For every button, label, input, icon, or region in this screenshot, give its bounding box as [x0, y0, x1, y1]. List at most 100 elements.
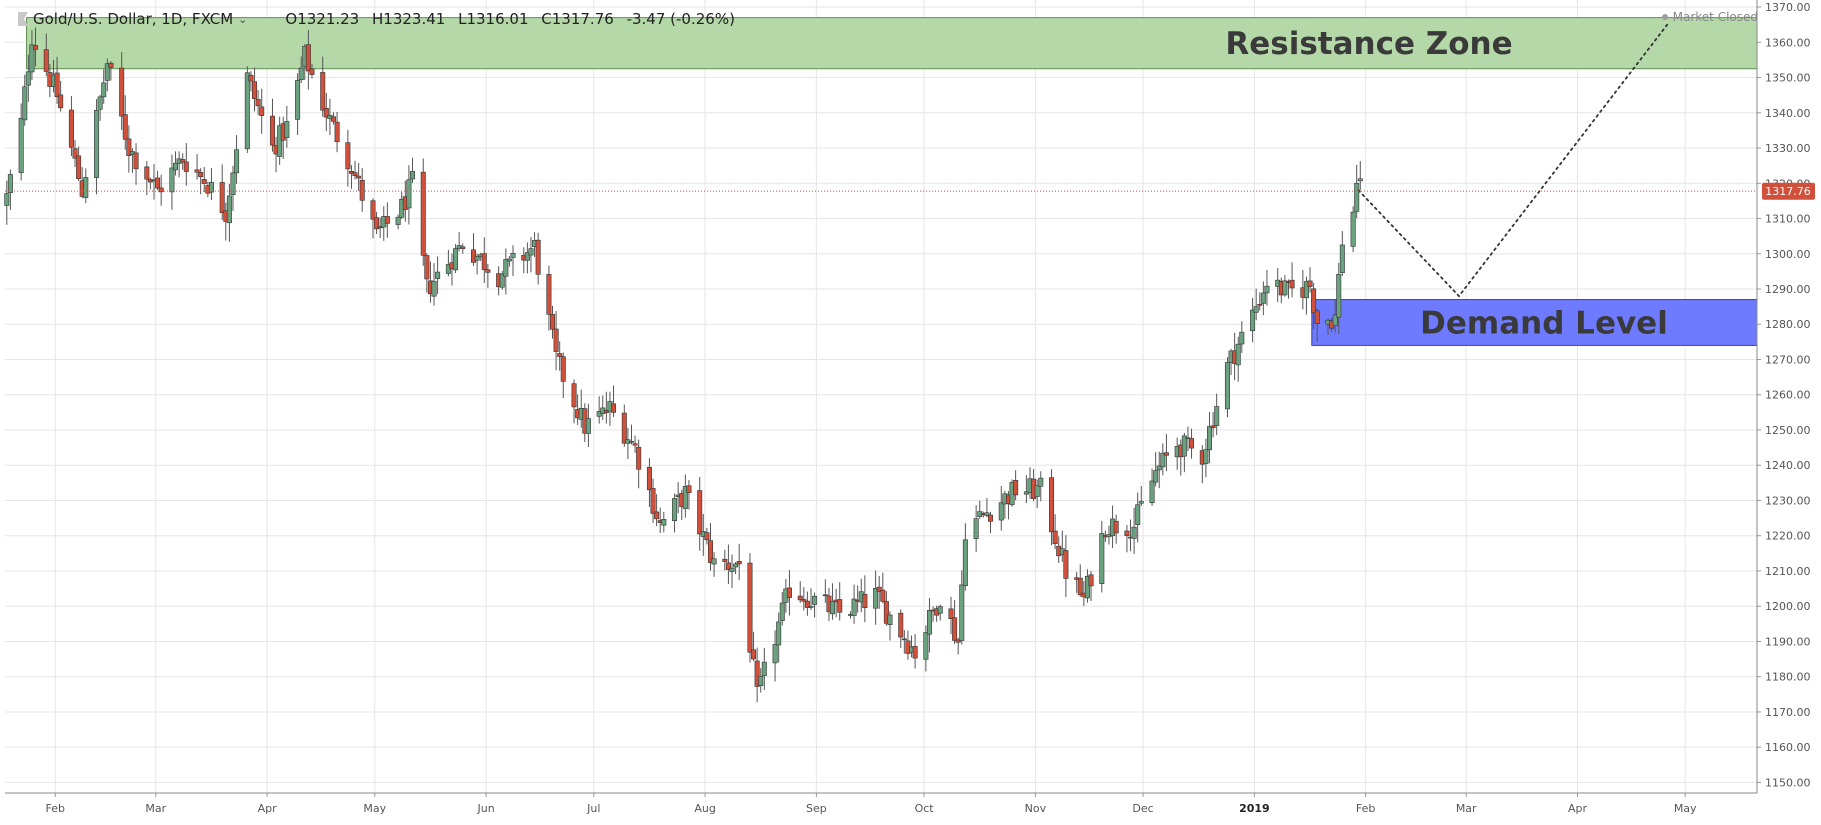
candle-body — [948, 608, 954, 620]
candle-body — [248, 74, 254, 82]
candle-body — [711, 558, 717, 565]
y-tick-label: 1250.00 — [1765, 424, 1811, 437]
candle-body — [560, 356, 566, 382]
candle-body — [255, 99, 261, 107]
y-tick-label: 1290.00 — [1765, 283, 1811, 296]
candle-body — [406, 179, 412, 209]
candle-body — [183, 161, 189, 172]
candle-body — [1210, 425, 1216, 429]
y-tick-label: 1180.00 — [1765, 671, 1811, 684]
candle-body — [395, 216, 401, 225]
candle-body — [230, 172, 236, 196]
projection-path — [1357, 23, 1669, 298]
candle-body — [553, 328, 559, 352]
symbol-title[interactable]: Gold/U.S. Dollar, 1D, FXCM — [33, 10, 234, 28]
candle-body — [804, 600, 810, 608]
candle-body — [571, 383, 577, 408]
candle-body — [1289, 279, 1295, 289]
candle-body — [822, 594, 828, 597]
candle-body — [812, 595, 818, 605]
x-tick-label: Mar — [145, 802, 166, 815]
candle-body — [1153, 470, 1159, 483]
candle-body — [1077, 577, 1083, 596]
y-tick-label: 1200.00 — [1765, 600, 1811, 613]
candle-body — [22, 86, 28, 121]
status-dot-icon — [1661, 14, 1668, 20]
y-tick-label: 1220.00 — [1765, 530, 1811, 543]
candle-body — [898, 612, 904, 638]
candle-body — [636, 446, 642, 470]
candle-body — [445, 264, 451, 274]
candle-body — [295, 80, 301, 120]
candle-body — [244, 72, 250, 150]
candle-body — [1149, 480, 1155, 504]
candle-body — [1013, 480, 1019, 496]
candle-body — [776, 621, 782, 646]
candle-body — [611, 403, 617, 413]
chevron-down-icon[interactable]: ⌄ — [238, 12, 248, 26]
candle-body — [797, 595, 803, 601]
candle-body — [485, 269, 491, 273]
candle-body — [1181, 435, 1187, 457]
candle-body — [144, 166, 150, 180]
candle-body — [94, 110, 100, 178]
candle-body — [880, 589, 886, 602]
candle-body — [76, 155, 82, 180]
candle-body — [119, 67, 125, 117]
candle-body — [323, 107, 329, 118]
candle-body — [937, 606, 943, 614]
candle-body — [1260, 292, 1266, 304]
candle-body — [1311, 288, 1317, 314]
candle-body — [959, 584, 965, 641]
candle-body — [661, 518, 667, 526]
candle-body — [510, 252, 516, 258]
candle-body — [180, 159, 186, 163]
candle-body — [1189, 438, 1195, 449]
candle-body — [722, 558, 728, 562]
candle-body — [1354, 182, 1360, 212]
candle-body — [707, 540, 713, 563]
y-tick-label: 1190.00 — [1765, 635, 1811, 648]
candle-body — [524, 252, 530, 261]
candle-body — [72, 148, 78, 159]
candle-body — [984, 512, 990, 516]
candle-body — [474, 255, 480, 261]
y-tick-label: 1280.00 — [1765, 318, 1811, 331]
candle-body — [1307, 280, 1313, 287]
candle-body — [1113, 520, 1119, 534]
candle-body — [761, 661, 767, 676]
x-tick-label: Sep — [806, 802, 827, 815]
x-tick-label: Mar — [1456, 802, 1477, 815]
candle-body — [374, 217, 380, 230]
candle-body — [1357, 178, 1363, 182]
candle-body — [18, 117, 24, 174]
candle-body — [862, 593, 868, 609]
candles-layer — [4, 27, 1363, 703]
candle-body — [725, 562, 731, 570]
candle-body — [348, 171, 354, 174]
low-value: L1316.01 — [458, 10, 529, 28]
candle-body — [912, 646, 918, 659]
candle-body — [208, 181, 214, 193]
candle-body — [370, 200, 376, 220]
ohlc-values: O1321.23 H1323.41 L1316.01 C1317.76 -3.4… — [285, 10, 743, 28]
candle-body — [585, 418, 591, 434]
candle-body — [1156, 465, 1162, 471]
candle-body — [1235, 343, 1241, 366]
candle-body — [955, 639, 961, 643]
candle-body — [460, 246, 466, 249]
candle-body — [851, 598, 857, 616]
candle-body — [557, 353, 563, 357]
candle-body — [733, 563, 739, 568]
candle-body — [786, 587, 792, 598]
candle-body — [1124, 530, 1130, 536]
candle-body — [277, 125, 283, 157]
candle-body — [1052, 530, 1058, 545]
y-tick-label: 1350.00 — [1765, 72, 1811, 85]
candle-body — [830, 601, 836, 615]
candle-body — [973, 518, 979, 539]
demand-zone — [1311, 299, 1758, 346]
candle-body — [7, 174, 13, 193]
